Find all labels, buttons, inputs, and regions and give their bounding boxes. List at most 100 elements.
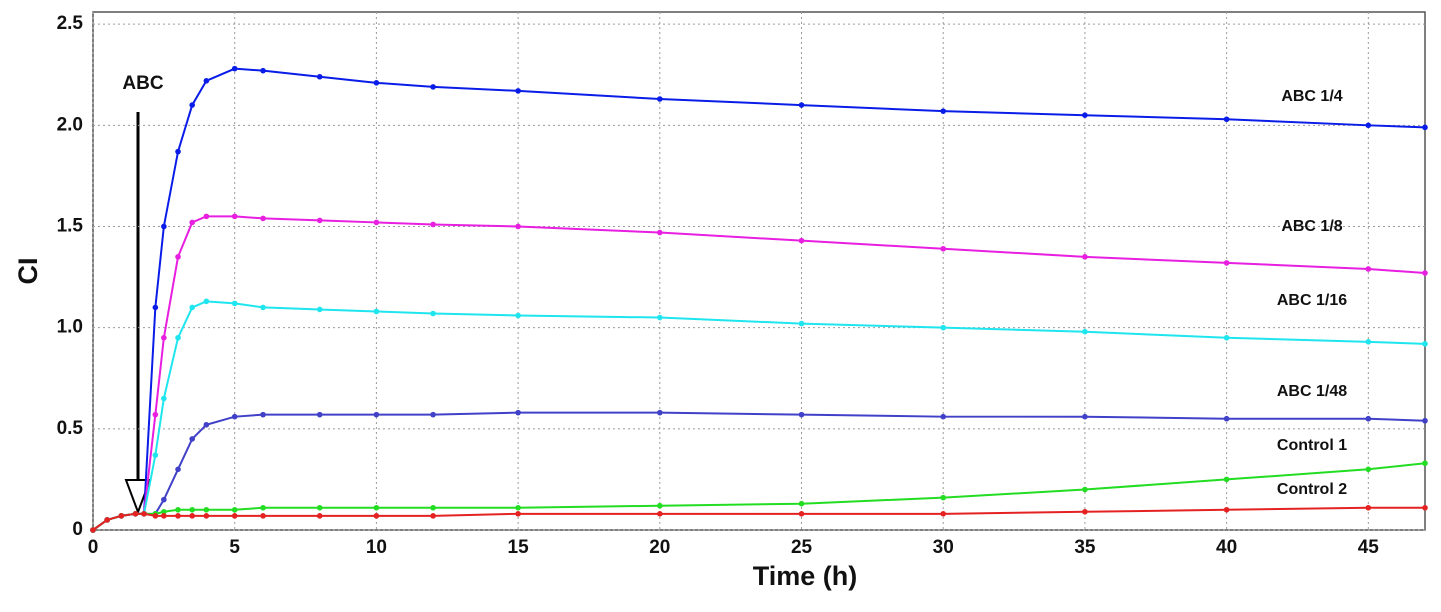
data-point <box>1422 504 1428 511</box>
data-point <box>1223 116 1230 123</box>
data-point <box>1223 476 1230 483</box>
data-point <box>231 413 238 420</box>
data-point <box>1082 508 1088 515</box>
data-point <box>430 221 436 228</box>
data-point <box>161 508 167 515</box>
data-point <box>1082 328 1088 335</box>
data-point <box>515 88 521 94</box>
series-label: Control 2 <box>1277 481 1347 498</box>
data-point <box>316 411 323 418</box>
y-tick-label: 2.5 <box>57 13 84 34</box>
data-point <box>515 504 521 511</box>
data-point <box>657 511 663 517</box>
data-point <box>430 84 436 90</box>
data-point <box>1365 415 1372 422</box>
data-point <box>316 513 323 519</box>
data-point <box>260 411 266 418</box>
data-point <box>141 511 147 517</box>
y-tick-label: 2.0 <box>57 114 83 135</box>
data-point <box>1082 413 1088 420</box>
data-point <box>203 298 210 305</box>
data-point <box>260 67 266 74</box>
data-point <box>161 395 167 402</box>
data-point <box>260 215 266 222</box>
data-point <box>175 148 181 155</box>
x-tick-label: 15 <box>508 537 530 558</box>
data-point <box>430 513 436 519</box>
x-tick-label: 35 <box>1074 537 1096 558</box>
data-point <box>203 213 210 220</box>
y-tick-label: 0.5 <box>57 418 84 439</box>
data-point <box>940 511 947 517</box>
series-label: ABC 1/4 <box>1281 88 1342 105</box>
data-point <box>152 411 159 418</box>
data-point <box>657 502 663 509</box>
data-point <box>161 496 167 503</box>
y-axis-title: CI <box>13 258 43 285</box>
data-point <box>1422 124 1428 131</box>
data-point <box>152 304 159 311</box>
x-tick-label: 0 <box>88 537 99 558</box>
data-point <box>175 334 181 341</box>
y-tick-label: 1.5 <box>57 216 84 237</box>
data-point <box>798 237 805 244</box>
data-point <box>1365 339 1372 345</box>
data-point <box>373 308 380 315</box>
data-point <box>104 517 110 523</box>
data-point <box>189 506 195 513</box>
data-point <box>940 494 947 501</box>
data-point <box>1365 466 1372 473</box>
data-point <box>132 511 139 517</box>
data-point <box>798 500 805 507</box>
x-tick-label: 40 <box>1216 537 1237 558</box>
annotation: ABC <box>122 73 163 94</box>
data-point <box>657 314 663 321</box>
data-point <box>798 320 805 327</box>
y-tick-label: 1.0 <box>57 317 83 338</box>
data-point <box>231 513 238 519</box>
data-point <box>203 513 210 519</box>
data-point <box>430 310 436 317</box>
data-point <box>152 452 159 458</box>
x-tick-label: 25 <box>791 537 813 558</box>
data-point <box>260 513 266 519</box>
data-point <box>231 65 238 72</box>
x-tick-label: 5 <box>229 537 240 558</box>
data-point <box>175 513 181 519</box>
data-point <box>940 108 947 114</box>
series-label: ABC 1/16 <box>1277 292 1347 309</box>
x-tick-label: 30 <box>933 537 954 558</box>
plot-frame <box>92 11 1426 531</box>
data-point <box>316 504 323 511</box>
data-point <box>175 506 181 513</box>
data-point <box>1223 260 1230 266</box>
data-point <box>316 217 323 224</box>
data-point <box>1223 415 1230 422</box>
data-point <box>1422 417 1428 424</box>
x-axis-title: Time (h) <box>753 561 858 591</box>
data-point <box>260 304 266 311</box>
data-point <box>203 506 210 513</box>
data-point <box>175 466 181 473</box>
data-point <box>373 513 380 519</box>
data-point <box>1365 122 1372 129</box>
data-point <box>189 102 195 108</box>
data-point <box>161 334 167 341</box>
data-point <box>152 513 159 519</box>
data-point <box>1223 334 1230 341</box>
data-point <box>1422 460 1428 467</box>
data-point <box>231 506 238 513</box>
data-point <box>189 513 195 519</box>
series-label: Control 1 <box>1277 437 1347 454</box>
data-point <box>657 409 663 416</box>
data-point <box>373 80 380 86</box>
data-point <box>231 213 238 220</box>
data-point <box>515 511 521 517</box>
data-point <box>175 254 181 260</box>
data-point <box>940 245 947 252</box>
data-point <box>940 413 947 420</box>
data-point <box>118 513 125 519</box>
data-point <box>1365 266 1372 272</box>
x-tick-label: 10 <box>366 537 387 558</box>
series-label: ABC 1/48 <box>1277 383 1347 400</box>
